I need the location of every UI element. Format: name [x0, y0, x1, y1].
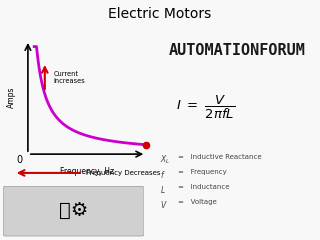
Text: $X_L$: $X_L$: [160, 154, 170, 166]
Text: Amps: Amps: [6, 86, 15, 108]
Text: 🔌⚙: 🔌⚙: [59, 202, 88, 221]
Text: 0: 0: [16, 156, 22, 165]
Text: Current
Increases: Current Increases: [53, 71, 85, 84]
Text: Frequency, Hz: Frequency, Hz: [60, 167, 114, 176]
Text: =   Voltage: = Voltage: [178, 199, 216, 205]
Text: =   Inductance: = Inductance: [178, 184, 229, 190]
Text: =   Frequency: = Frequency: [178, 169, 226, 175]
Text: Frequency Decreases: Frequency Decreases: [86, 170, 160, 176]
FancyBboxPatch shape: [3, 186, 144, 236]
Text: AUTOMATIONFORUM: AUTOMATIONFORUM: [168, 43, 305, 58]
Text: $\mathit{I}\ =\ \dfrac{V}{2\pi \mathit{f} L}$: $\mathit{I}\ =\ \dfrac{V}{2\pi \mathit{f…: [176, 94, 235, 121]
Text: $V$: $V$: [160, 199, 168, 210]
Text: Electric Motors: Electric Motors: [108, 7, 212, 21]
Text: $\mathit{f}$: $\mathit{f}$: [160, 169, 166, 180]
Text: =   Inductive Reactance: = Inductive Reactance: [178, 154, 261, 160]
Text: $L$: $L$: [160, 184, 166, 195]
